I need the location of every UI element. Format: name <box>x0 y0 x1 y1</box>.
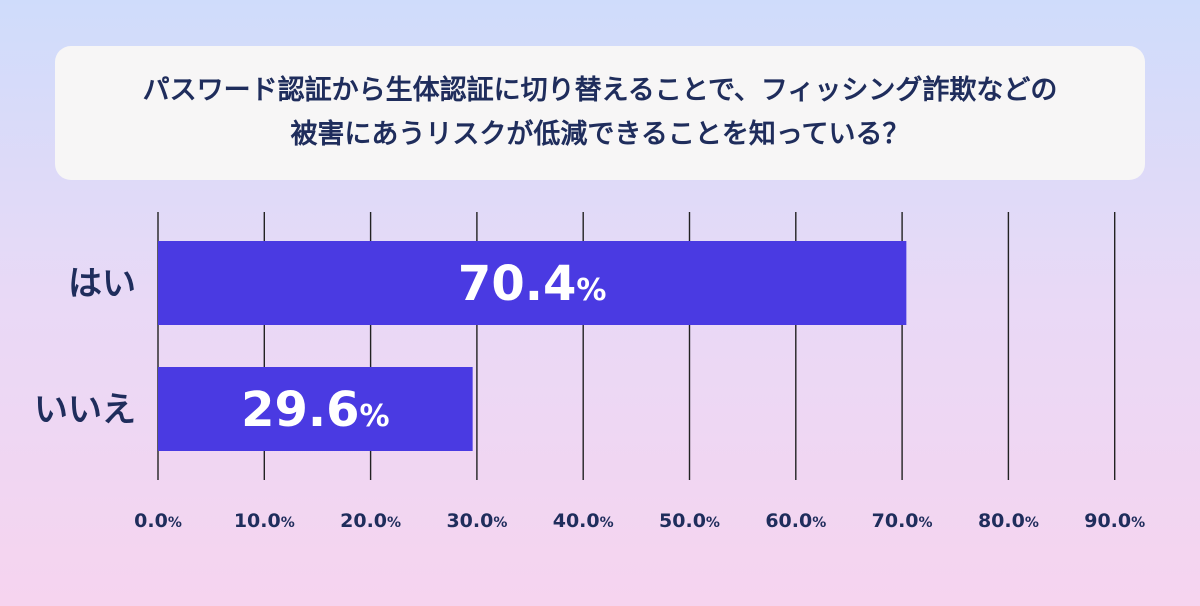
x-tick-value: 40.0 <box>553 510 600 532</box>
x-tick-label: 90.0% <box>1084 510 1145 532</box>
x-tick-value: 30.0 <box>446 510 493 532</box>
x-tick-unit: % <box>281 515 295 531</box>
x-tick-unit: % <box>168 515 182 531</box>
chart-title-line-2: 被害にあうリスクが低減できることを知っている？ <box>290 119 910 150</box>
x-tick-label: 80.0% <box>978 510 1039 532</box>
x-tick-unit: % <box>919 515 933 531</box>
x-tick-label: 60.0% <box>765 510 826 532</box>
x-tick-value: 60.0 <box>765 510 812 532</box>
x-tick-value: 10.0 <box>234 510 281 532</box>
data-label-value: 70.4 <box>458 256 576 312</box>
x-tick-label: 30.0% <box>446 510 507 532</box>
data-label-unit: % <box>360 399 390 434</box>
category-label: はい <box>68 264 136 304</box>
x-tick-value: 0.0 <box>134 510 168 532</box>
data-label: 70.4% <box>458 256 607 312</box>
x-tick-unit: % <box>1131 515 1145 531</box>
x-tick-value: 20.0 <box>340 510 387 532</box>
x-tick-label: 0.0% <box>134 510 182 532</box>
data-label-unit: % <box>576 273 606 308</box>
x-tick-value: 70.0 <box>872 510 919 532</box>
x-tick-label: 10.0% <box>234 510 295 532</box>
x-tick-label: 20.0% <box>340 510 401 532</box>
x-tick-unit: % <box>706 515 720 531</box>
x-tick-label: 50.0% <box>659 510 720 532</box>
data-label-value: 29.6 <box>241 382 359 438</box>
chart-title: パスワード認証から生体認証に切り替えることで、フィッシング詐欺などの 被害にあう… <box>55 46 1145 180</box>
x-tick-unit: % <box>387 515 401 531</box>
x-tick-label: 40.0% <box>553 510 614 532</box>
x-tick-value: 80.0 <box>978 510 1025 532</box>
x-tick-label: 70.0% <box>872 510 933 532</box>
x-tick-unit: % <box>812 515 826 531</box>
data-label: 29.6% <box>241 382 390 438</box>
bar-1 <box>158 241 907 325</box>
x-tick-unit: % <box>1025 515 1039 531</box>
bar-2 <box>158 367 473 451</box>
category-label: いいえ <box>34 390 136 430</box>
x-tick-unit: % <box>600 515 614 531</box>
x-tick-unit: % <box>493 515 507 531</box>
chart-title-line-1: パスワード認証から生体認証に切り替えることで、フィッシング詐欺などの <box>142 75 1058 106</box>
x-tick-value: 90.0 <box>1084 510 1131 532</box>
x-tick-value: 50.0 <box>659 510 706 532</box>
